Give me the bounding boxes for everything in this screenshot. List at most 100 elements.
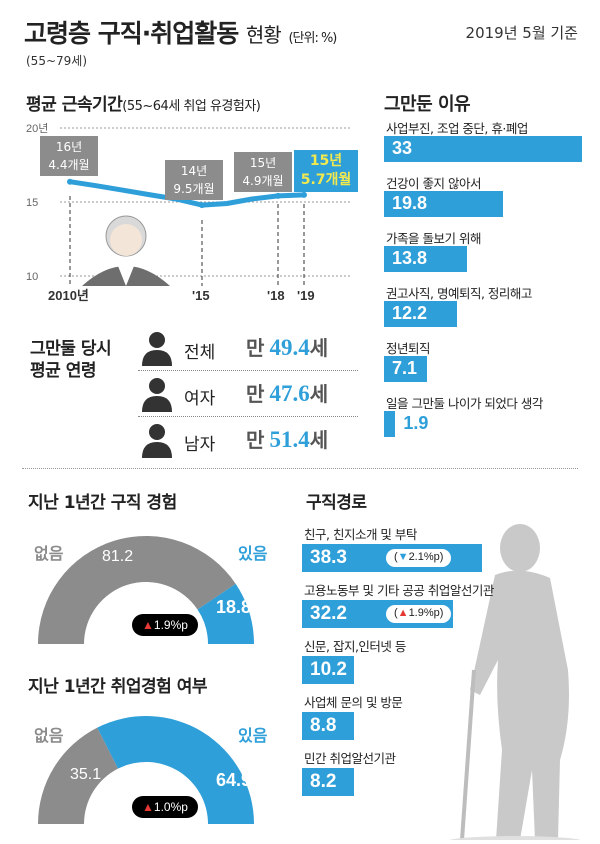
reason-label: 가족을 돌보기 위해	[386, 231, 481, 246]
x-tick-2019: '19	[297, 288, 315, 303]
route-value: 10.2	[310, 659, 347, 680]
tenure-series-line	[69, 179, 305, 208]
reason-value: 12.2	[392, 303, 428, 323]
jobsearch-no-arc	[38, 536, 236, 644]
tenure-point-2019	[301, 191, 307, 198]
reason-label: 일을 그만둘 나이가 되었다 생각	[386, 396, 543, 411]
person-icon	[140, 422, 174, 458]
employment-change-callout: ▲1.0%p	[132, 796, 198, 818]
employment-change-value: 1.0%p	[153, 800, 188, 814]
quit-age-title-line1: 그만둘 당시	[30, 339, 112, 359]
route-label: 사업체 문의 및 방문	[304, 695, 403, 710]
reasons-title: 그만둔 이유	[384, 94, 471, 115]
tenure-title-text: 평균 근속기간	[26, 95, 123, 115]
title-main: 고령층 구직·취업활동	[24, 19, 239, 48]
x-tick-2010: 2010년	[48, 288, 89, 303]
age-range: (55~79세)	[26, 54, 87, 68]
route-change-badge: (▲1.9%p)	[386, 605, 452, 623]
employment-yes-value: 64.9%	[216, 770, 268, 790]
route-label: 고용노동부 및 기타 공공 취업알선기관	[304, 583, 494, 598]
tenure-chart: 20년 15 10 2010년 '15 '18 '19	[26, 122, 352, 303]
person-icon	[140, 330, 174, 366]
reason-label: 정년퇴직	[386, 341, 431, 356]
reason-value: 7.1	[392, 358, 418, 378]
age-suffix: 세	[309, 428, 329, 452]
reason-bar	[384, 136, 582, 162]
up-triangle-icon: ▲	[397, 607, 409, 619]
elderly-walking-silhouette	[449, 524, 581, 840]
tenure-label-2018-years: 15년	[249, 156, 277, 170]
age-number: 51.4	[269, 427, 310, 452]
jobsearch-yes-value: 18.8%	[216, 597, 268, 617]
reason-bar	[384, 191, 503, 217]
reason-value: 33	[392, 138, 413, 158]
quit-age-title: 그만둘 당시 평균 연령	[30, 338, 112, 382]
age-number: 47.6	[269, 381, 310, 406]
employment-title: 지난 1년간 취업경험 여부	[28, 677, 207, 697]
jobsearch-change-callout: ▲1.9%p	[132, 614, 198, 636]
route-label: 신문, 잡지,인터넷 등	[304, 639, 406, 654]
tenure-label-2019: 15년 5.7개월	[294, 150, 358, 192]
jobsearch-title: 지난 1년간 구직 경험	[28, 493, 177, 513]
reason-label: 권고사직, 명예퇴직, 정리해고	[386, 286, 532, 301]
quit-age-value: 만 49.4세	[246, 332, 328, 361]
reason-value: 19.8	[392, 193, 428, 213]
page-title: 고령층 구직·취업활동 현황 (단위: %)	[24, 14, 337, 50]
tenure-label-2019-years: 15년	[309, 153, 343, 169]
reason-bar	[384, 356, 427, 382]
up-triangle-icon: ▲	[142, 618, 154, 632]
age-suffix: 세	[309, 382, 329, 406]
route-change-value: 2.1%p	[408, 551, 440, 563]
employment-no-value: 35.1	[70, 766, 102, 783]
employment-no-label: 없음	[34, 726, 64, 745]
quit-age-label: 남자	[184, 435, 216, 455]
route-change-value: 1.9%p	[408, 607, 440, 619]
y-tick-10: 10	[26, 271, 38, 283]
age-prefix: 만	[246, 382, 265, 406]
tenure-label-2018-months: 4.9개월	[242, 174, 284, 188]
routes-title: 구직경로	[306, 493, 367, 513]
x-tick-2015: '15	[192, 288, 210, 303]
age-prefix: 만	[246, 428, 265, 452]
jobsearch-yes-arc	[197, 583, 254, 644]
elderly-person-icon	[82, 215, 170, 286]
quit-age-label: 전체	[184, 343, 216, 363]
employment-no-arc	[38, 727, 119, 824]
age-prefix: 만	[246, 336, 265, 360]
tenure-label-2010-months: 4.4개월	[48, 158, 90, 172]
x-tick-2018: '18	[267, 288, 285, 303]
y-tick-15: 15	[26, 197, 38, 209]
reason-label: 사업부진, 조업 중단, 휴·폐업	[386, 121, 528, 136]
reason-bar	[384, 246, 467, 272]
route-value: 8.8	[310, 715, 337, 736]
row-divider	[138, 370, 358, 371]
employment-yes-label: 있음	[238, 726, 268, 745]
quit-age-label: 여자	[184, 389, 216, 409]
tenure-subtitle: (55~64세 취업 유경험자)	[122, 99, 261, 114]
route-bar	[302, 768, 354, 796]
age-number: 49.4	[269, 335, 310, 360]
jobsearch-yes-label: 있음	[238, 544, 268, 563]
reason-bar	[384, 411, 396, 437]
employment-gauge	[38, 716, 254, 824]
divider-horizontal	[22, 468, 578, 469]
quit-age-value: 만 51.4세	[246, 424, 328, 453]
row-divider	[138, 416, 358, 417]
up-triangle-icon: ▲	[142, 800, 154, 814]
route-bar	[302, 712, 354, 740]
route-value: 32.2	[310, 603, 347, 624]
employment-yes-arc	[97, 716, 254, 824]
quit-age-value: 만 47.6세	[246, 378, 328, 407]
reason-value: 13.8	[392, 248, 428, 268]
tenure-label-2010-years: 16년	[55, 140, 83, 154]
title-suffix: 현황	[245, 23, 282, 47]
down-triangle-icon: ▼	[397, 551, 409, 563]
reference-date: 2019년 5월 기준	[465, 24, 578, 42]
tenure-label-2018: 15년 4.9개월	[234, 152, 292, 192]
unit-label: (단위: %)	[288, 31, 337, 46]
jobsearch-gauge	[38, 536, 254, 644]
tenure-label-2015-years: 14년	[180, 164, 208, 178]
jobsearch-no-value: 81.2	[102, 548, 134, 565]
route-bar	[302, 656, 354, 684]
route-label: 친구, 친지소개 및 부탁	[304, 527, 417, 542]
